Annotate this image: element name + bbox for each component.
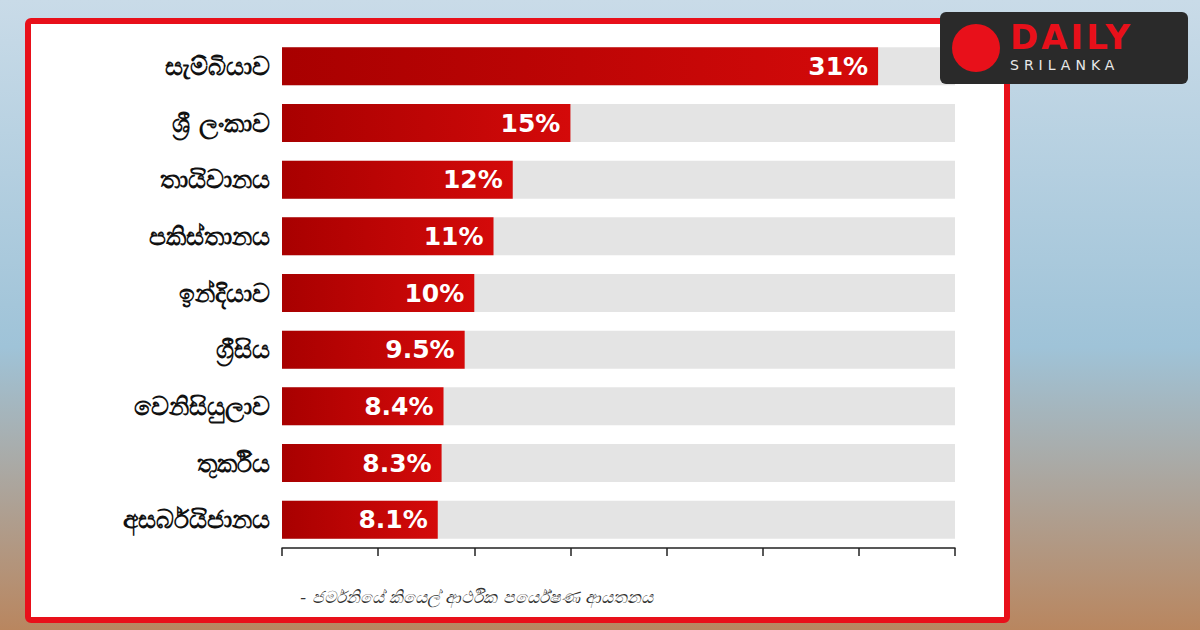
svg-text:9.5%: 9.5% [385, 335, 454, 364]
svg-text:ග්‍රීසිය: ග්‍රීසිය [216, 335, 270, 367]
svg-text:8.4%: 8.4% [364, 392, 433, 421]
svg-text:සැම්බියාව: සැම්බියාව [165, 52, 270, 81]
svg-text:10%: 10% [404, 279, 464, 308]
svg-text:12%: 12% [443, 165, 503, 194]
svg-text:8.1%: 8.1% [358, 505, 427, 534]
svg-text:ඉන්දියාව: ඉන්දියාව [179, 279, 270, 310]
svg-text:8.3%: 8.3% [362, 449, 431, 478]
html-text:SRILANKA: SRILANKA [1010, 57, 1120, 73]
svg-text:තුර්කිය: තුර්කිය [197, 449, 270, 479]
svg-text:තායිවානය: තායිවානය [160, 165, 270, 194]
svg-text:11%: 11% [424, 222, 484, 251]
svg-text:15%: 15% [501, 109, 561, 138]
svg-text:පකිස්තානය: පකිස්තානය [149, 222, 270, 251]
svg-text:31%: 31% [808, 52, 868, 81]
svg-text:ශ්‍රී ලංකාව: ශ්‍රී ලංකාව [172, 109, 270, 141]
html-text:DAILY: DAILY [1010, 17, 1134, 57]
svg-text:වෙනිසියුලාව: වෙනිසියුලාව [134, 392, 270, 424]
svg-text:අසර්බයිජානය: අසර්බයිජානය [123, 505, 270, 536]
svg-text:- ජර්මනියේ කියෙල් ආර්ථික පර්යේ: - ජර්මනියේ කියෙල් ආර්ථික පර්යේෂණ ආයතනය [300, 587, 654, 609]
